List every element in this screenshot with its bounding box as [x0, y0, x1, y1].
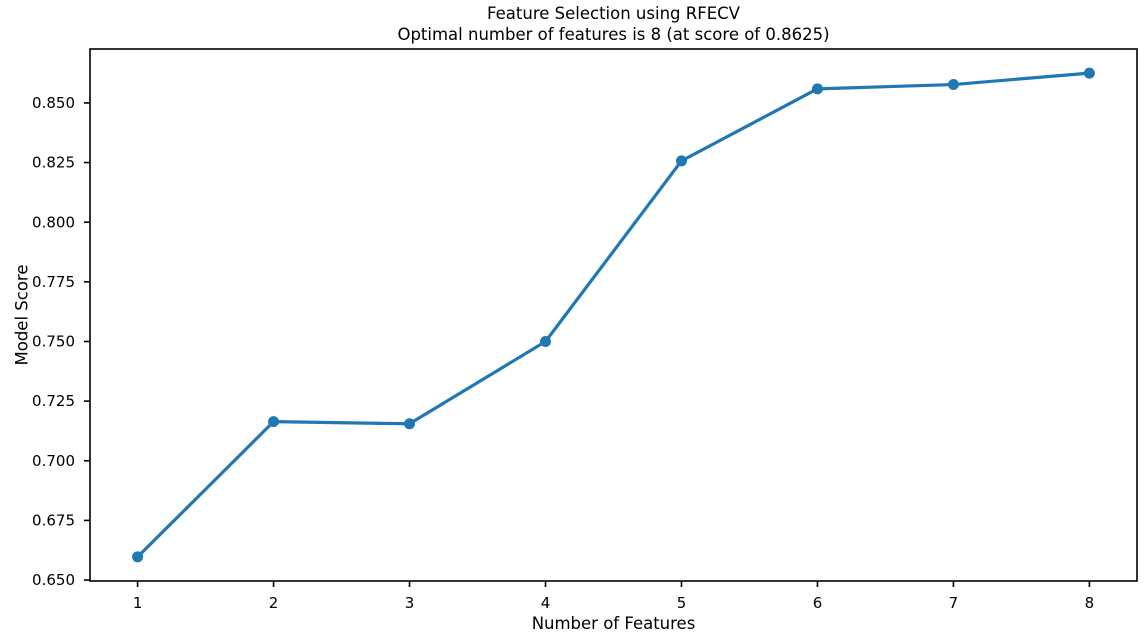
data-point-marker — [947, 79, 959, 91]
y-tick-label: 0.750 — [32, 333, 75, 351]
axes-frame — [89, 48, 1138, 582]
x-tick-label: 4 — [541, 594, 551, 612]
data-point-marker — [540, 335, 552, 347]
data-point-marker — [1083, 67, 1095, 79]
data-point-marker — [404, 418, 416, 430]
y-tick-label: 0.725 — [32, 392, 75, 410]
y-tick-label: 0.800 — [32, 213, 75, 231]
x-tick-label: 3 — [405, 594, 415, 612]
x-tick-label: 8 — [1085, 594, 1095, 612]
chart-subtitle: Optimal number of features is 8 (at scor… — [397, 24, 830, 44]
x-tick-label: 1 — [133, 594, 143, 612]
y-tick-label: 0.675 — [32, 512, 75, 530]
x-tick-label: 6 — [813, 594, 823, 612]
chart-title-block: Feature Selection using RFECV Optimal nu… — [90, 4, 1137, 45]
y-tick-label: 0.650 — [32, 571, 75, 589]
data-point-marker — [268, 416, 280, 428]
y-tick-label: 0.775 — [32, 273, 75, 291]
x-tick-label: 5 — [677, 594, 687, 612]
y-axis-label: Model Score — [12, 264, 32, 366]
series-line — [136, 71, 1090, 559]
data-point-marker — [675, 155, 687, 167]
x-axis-label: Number of Features — [531, 614, 696, 633]
y-tick-label: 0.850 — [32, 94, 75, 112]
y-tick-label: 0.825 — [32, 154, 75, 172]
data-point-marker — [811, 83, 823, 95]
data-point-marker — [132, 551, 144, 563]
chart-title: Feature Selection using RFECV — [487, 4, 740, 23]
x-tick-label: 2 — [269, 594, 279, 612]
y-tick-label: 0.700 — [32, 452, 75, 470]
x-tick-label: 7 — [949, 594, 959, 612]
